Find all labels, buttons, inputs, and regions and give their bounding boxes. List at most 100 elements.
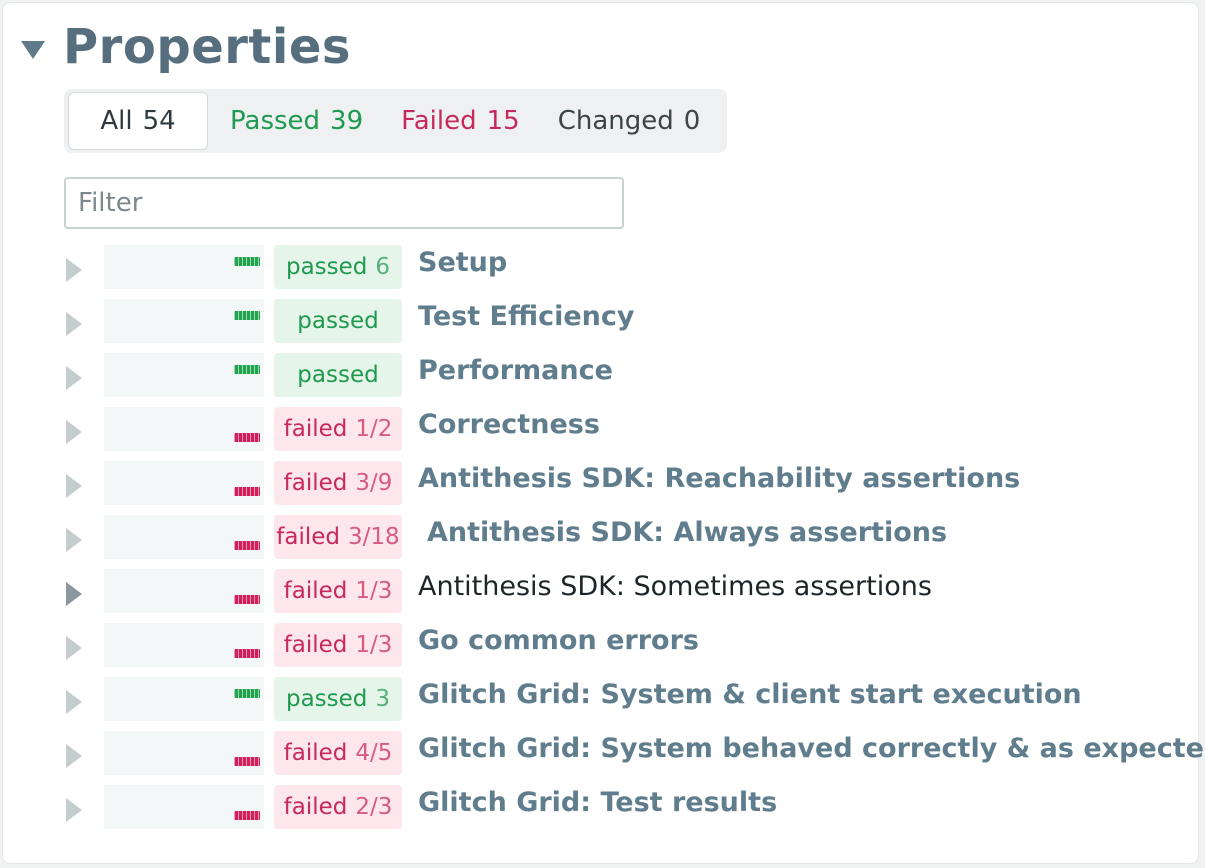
status-count: 3/9 [355, 470, 393, 496]
status-label: passed [285, 254, 368, 280]
status-label: failed [283, 794, 348, 820]
property-row[interactable]: failed 2/3 Glitch Grid: Test results [3, 784, 1193, 838]
failed-run-mark [234, 595, 260, 604]
tab-failed[interactable]: Failed 15 [383, 92, 540, 150]
property-row[interactable]: failed 1/3 Antithesis SDK: Sometimes asser… [3, 568, 1193, 622]
filter-input[interactable] [64, 177, 624, 229]
status-label: failed [276, 524, 341, 550]
status-label: failed [283, 416, 348, 442]
tab-all[interactable]: All 54 [68, 92, 208, 150]
property-row[interactable]: failed 1/2 Correctness [3, 406, 1193, 460]
status-count: 1/3 [355, 632, 393, 658]
status-badge: failed 4/5 [274, 731, 402, 775]
status-badge: passed 3 [274, 677, 402, 721]
property-name-link[interactable]: Performance [418, 355, 613, 386]
status-label: failed [283, 740, 348, 766]
status-badge: failed 3/9 [274, 461, 402, 505]
expand-triangle-icon[interactable] [66, 690, 82, 714]
property-row[interactable]: failed 1/3 Go common errors [3, 622, 1193, 676]
status-count: 6 [375, 254, 391, 280]
tab-count: 15 [486, 106, 520, 136]
status-sparkline [104, 623, 264, 667]
status-sparkline [104, 461, 264, 505]
passed-run-mark [234, 311, 260, 320]
status-count: 1/3 [355, 578, 393, 604]
property-name-link[interactable]: Setup [418, 247, 508, 278]
status-label: passed [285, 686, 368, 712]
property-row[interactable]: passed 3 Glitch Grid: System & client star… [3, 676, 1193, 730]
status-label: failed [283, 632, 348, 658]
tab-passed[interactable]: Passed 39 [208, 92, 383, 150]
status-badge: passed 6 [274, 245, 402, 289]
passed-run-mark [234, 689, 260, 698]
status-count: 3/18 [348, 524, 400, 550]
expand-triangle-icon[interactable] [66, 258, 82, 282]
passed-run-mark [234, 257, 260, 266]
status-sparkline [104, 407, 264, 451]
expand-triangle-icon[interactable] [66, 420, 82, 444]
expand-triangle-icon[interactable] [66, 636, 82, 660]
failed-run-mark [234, 487, 260, 496]
property-name-link[interactable]: Glitch Grid: System & client start execu… [418, 679, 1082, 710]
tab-label: Changed [557, 106, 674, 136]
status-sparkline [104, 785, 264, 829]
failed-run-mark [234, 757, 260, 766]
tab-count: 0 [683, 106, 701, 136]
status-count: 2/3 [355, 794, 393, 820]
expand-triangle-icon[interactable] [66, 798, 82, 822]
property-name-link[interactable]: Go common errors [418, 625, 699, 656]
property-row[interactable]: passed Performance [3, 352, 1193, 406]
expand-triangle-icon[interactable] [66, 528, 82, 552]
property-row[interactable]: failed 3/18 Antithesis SDK: Always asserti… [3, 514, 1193, 568]
status-sparkline [104, 299, 264, 343]
property-row[interactable]: failed 3/9 Antithesis SDK: Reachability as… [3, 460, 1193, 514]
property-row[interactable]: failed 4/5 Glitch Grid: System behaved cor… [3, 730, 1205, 784]
collapse-triangle-icon[interactable] [21, 41, 45, 59]
failed-run-mark [234, 433, 260, 442]
tab-label: Failed [401, 106, 477, 136]
property-name-link[interactable]: Antithesis SDK: Sometimes assertions [418, 571, 932, 602]
status-sparkline [104, 731, 264, 775]
status-sparkline [104, 569, 264, 613]
expand-triangle-icon[interactable] [66, 312, 82, 336]
status-count: 3 [375, 686, 391, 712]
property-name-link[interactable]: Antithesis SDK: Reachability assertions [418, 463, 1021, 494]
status-label: failed [283, 470, 348, 496]
tab-changed[interactable]: Changed 0 [540, 92, 721, 150]
status-label: passed [297, 308, 379, 334]
status-sparkline [104, 515, 264, 559]
property-name-link[interactable]: Test Efficiency [418, 301, 635, 332]
status-sparkline [104, 677, 264, 721]
section-title: Properties [63, 19, 351, 75]
status-badge: failed 3/18 [274, 515, 402, 559]
status-badge: passed [274, 299, 402, 343]
tab-count: 39 [330, 106, 364, 136]
expand-triangle-icon[interactable] [66, 366, 82, 390]
tab-label: All [100, 106, 133, 136]
status-sparkline [104, 245, 264, 289]
tab-label: Passed [230, 106, 321, 136]
status-badge: passed [274, 353, 402, 397]
failed-run-mark [234, 649, 260, 658]
property-name-link[interactable]: Glitch Grid: Test results [418, 787, 778, 818]
section-header: Properties [21, 17, 351, 77]
property-row[interactable]: passed 6 Setup [3, 244, 1193, 298]
expand-triangle-icon[interactable] [66, 744, 82, 768]
property-row[interactable]: passed Test Efficiency [3, 298, 1193, 352]
property-list: passed 6 Setup passed Test Efficiency passed P… [3, 244, 1205, 838]
property-name-link[interactable]: Antithesis SDK: Always assertions [427, 517, 948, 548]
status-badge: failed 1/3 [274, 569, 402, 613]
status-badge: failed 1/2 [274, 407, 402, 451]
passed-run-mark [234, 365, 260, 374]
status-filter-tabs: All 54 Passed 39 Failed 15 Changed 0 [64, 89, 727, 153]
status-label: failed [283, 578, 348, 604]
tab-count: 54 [142, 106, 176, 136]
status-count: 1/2 [355, 416, 393, 442]
status-badge: failed 1/3 [274, 623, 402, 667]
expand-triangle-icon[interactable] [66, 474, 82, 498]
property-name-link[interactable]: Glitch Grid: System behaved correctly & … [418, 733, 1205, 764]
property-name-link[interactable]: Correctness [418, 409, 600, 440]
status-badge: failed 2/3 [274, 785, 402, 829]
expand-triangle-icon[interactable] [66, 582, 82, 606]
